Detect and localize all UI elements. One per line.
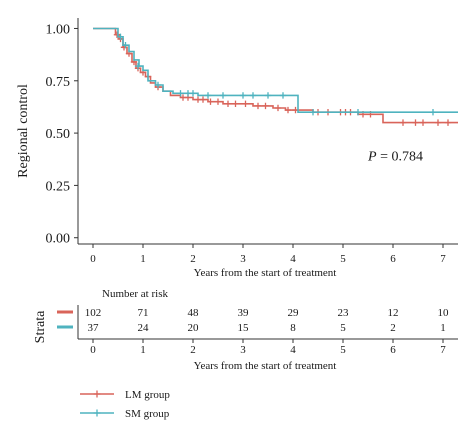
table-x-tick-label: 0 <box>90 344 96 356</box>
x-tick-label: 4 <box>290 253 296 265</box>
risk-count: 10 <box>438 307 450 319</box>
censor-mark-lm-group <box>113 31 121 38</box>
censor-mark-sm-group <box>354 108 362 116</box>
risk-count: 37 <box>88 322 100 334</box>
risk-count: 39 <box>238 307 250 319</box>
censor-mark-sm-group <box>249 92 257 99</box>
table-x-tick-label: 4 <box>290 344 296 356</box>
risk-count: 1 <box>440 322 446 334</box>
censor-mark-lm-group <box>434 119 442 126</box>
censor-mark-lm-group <box>199 96 207 103</box>
legend-label-lm-group: LM group <box>125 389 170 401</box>
y-tick-label: 0.25 <box>46 179 71 194</box>
censor-mark-lm-group <box>284 106 292 114</box>
risk-table-title: Number at risk <box>102 288 168 300</box>
censor-mark-lm-group <box>207 98 214 105</box>
censor-mark-sm-group <box>189 90 197 97</box>
km-curve-sm-group <box>93 27 458 113</box>
x-tick-label: 6 <box>390 253 396 265</box>
risk-count: 102 <box>85 307 102 319</box>
risk-count: 23 <box>338 307 350 319</box>
table-x-tick-label: 7 <box>440 344 446 356</box>
x-tick-label: 2 <box>190 253 196 265</box>
table-x-tick-label: 2 <box>190 344 196 356</box>
censor-mark-sm-group <box>122 42 129 49</box>
legend-censor-lm-group <box>93 390 101 398</box>
censor-mark-lm-group <box>399 119 407 126</box>
legend: LM group SM group <box>80 389 170 420</box>
risk-count: 15 <box>238 322 250 334</box>
censor-mark-sm-group <box>204 92 212 99</box>
risk-count: 2 <box>390 322 396 334</box>
censor-mark-lm-group <box>254 102 262 110</box>
strata-label: Strata <box>33 310 48 343</box>
y-tick-label: 0.00 <box>46 232 71 247</box>
risk-count: 24 <box>138 322 150 334</box>
p-value-annotation: P = 0.784 <box>367 149 423 164</box>
x-tick-label: 7 <box>440 253 446 265</box>
risk-count: 8 <box>290 322 296 334</box>
table-x-axis-title: Years from the start of treatment <box>194 360 337 372</box>
x-tick-label: 1 <box>140 253 146 265</box>
y-axis-title: Regional control <box>16 84 31 178</box>
censor-mark-lm-group <box>419 119 427 126</box>
risk-count: 29 <box>288 307 300 319</box>
censor-mark-lm-group <box>274 104 282 112</box>
table-x-tick-label: 1 <box>140 344 146 356</box>
censor-mark-sm-group <box>117 33 124 41</box>
table-x-tick-label: 3 <box>240 344 246 356</box>
risk-count: 5 <box>340 322 346 334</box>
x-tick-label: 0 <box>90 253 96 265</box>
censor-mark-lm-group <box>412 119 419 126</box>
censor-mark-lm-group <box>224 100 232 107</box>
censor-mark-sm-group <box>429 108 437 116</box>
p-symbol: P <box>367 149 377 164</box>
censor-mark-lm-group <box>232 100 239 107</box>
censor-mark-lm-group <box>444 119 452 126</box>
censor-mark-lm-group <box>214 98 222 105</box>
censor-mark-sm-group <box>279 92 287 99</box>
censor-mark-sm-group <box>264 92 272 99</box>
x-axis-title: Years from the start of treatment <box>194 267 337 279</box>
censor-mark-sm-group <box>177 90 184 97</box>
censor-mark-lm-group <box>242 100 249 107</box>
censor-mark-sm-group <box>309 108 317 116</box>
legend-label-sm-group: SM group <box>125 408 170 420</box>
y-tick-label: 0.50 <box>46 127 71 142</box>
x-tick-label: 3 <box>240 253 246 265</box>
risk-count: 48 <box>188 307 200 319</box>
km-plot: 0.00 0.25 0.50 0.75 1.00 0 1 2 3 4 5 6 7 Years from t… <box>16 18 458 279</box>
censor-mark-sm-group <box>134 62 142 70</box>
risk-count: 71 <box>138 307 149 319</box>
risk-count: 12 <box>388 307 399 319</box>
censor-mark-sm-group <box>219 92 227 99</box>
table-x-tick-label: 6 <box>390 344 396 356</box>
x-tick-label: 5 <box>340 253 346 265</box>
y-tick-label: 1.00 <box>46 22 71 37</box>
risk-count: 20 <box>188 322 200 334</box>
censor-mark-sm-group <box>239 92 247 99</box>
legend-censor-sm-group <box>93 409 101 417</box>
censor-mark-sm-group <box>154 81 162 89</box>
p-value-text: = 0.784 <box>377 149 423 164</box>
table-x-tick-label: 5 <box>340 344 346 356</box>
y-tick-label: 0.75 <box>46 75 71 90</box>
censor-mark-lm-group <box>262 102 269 110</box>
